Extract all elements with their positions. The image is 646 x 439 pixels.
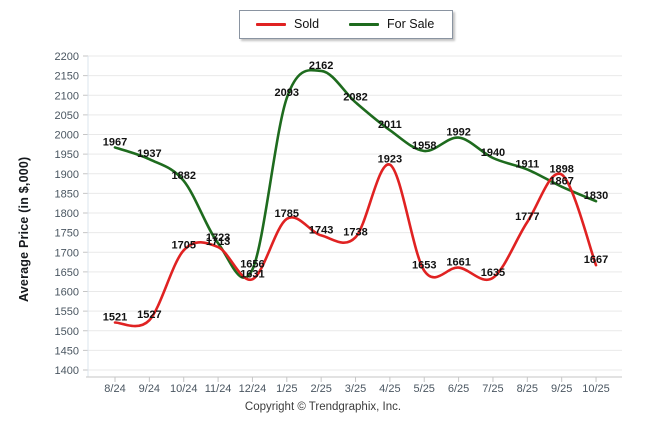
x-tick-label: 2/25 [310, 383, 331, 395]
y-tick-label: 2100 [55, 90, 79, 102]
y-tick-label: 2050 [55, 110, 79, 122]
x-tick-label: 1/25 [276, 383, 297, 395]
chart-legend: Sold For Sale [239, 10, 454, 39]
x-tick-label: 9/25 [551, 383, 572, 395]
sold-line [113, 163, 598, 328]
x-tick-label: 4/25 [379, 383, 400, 395]
x-tick-label: 6/25 [448, 383, 469, 395]
x-tick-label: 5/25 [414, 383, 435, 395]
sold-data-label: 1898 [549, 164, 573, 176]
for-sale-line-swatch [349, 22, 380, 26]
for-sale-data-label: 1967 [103, 136, 127, 148]
legend-item-for-sale: For Sale [349, 18, 434, 31]
for-sale-data-label: 2011 [378, 119, 402, 131]
sold-data-label: 1705 [171, 239, 195, 251]
sold-data-label: 1777 [515, 211, 539, 223]
sold-line-swatch [256, 22, 286, 26]
y-tick-label: 1950 [55, 149, 79, 161]
for-sale-data-label: 1940 [481, 147, 505, 159]
x-tick-label: 3/25 [345, 383, 366, 395]
legend-item-sold: Sold [256, 18, 319, 31]
sold-data-label: 1635 [481, 267, 505, 279]
x-tick-label: 9/24 [139, 383, 160, 395]
y-tick-label: 1750 [55, 228, 79, 240]
for-sale-data-label: 1958 [412, 140, 436, 152]
for-sale-data-label: 2093 [275, 87, 299, 99]
x-tick-label: 8/24 [104, 383, 125, 395]
x-tick-label: 12/24 [239, 383, 267, 395]
for-sale-data-label: 1911 [515, 158, 539, 170]
sold-data-label: 1653 [412, 260, 436, 272]
y-tick-label: 1550 [55, 306, 79, 318]
y-axis-title: Average Price (in $,000) [17, 156, 31, 302]
for-sale-line [113, 68, 598, 279]
for-sale-data-label: 1830 [584, 190, 608, 202]
y-tick-label: 1500 [55, 326, 79, 338]
for-sale-data-label: 1867 [549, 176, 573, 188]
for-sale-data-label: 2082 [343, 91, 367, 103]
sold-data-label: 1527 [137, 309, 161, 321]
for-sale-data-label: 1656 [240, 259, 264, 271]
sold-data-label: 1743 [309, 224, 333, 236]
for-sale-data-label: 1882 [171, 170, 195, 182]
y-tick-label: 2000 [55, 130, 79, 142]
y-tick-label: 2150 [55, 71, 79, 83]
sold-legend-label: Sold [294, 17, 320, 31]
sold-data-label: 1661 [446, 257, 470, 269]
sold-data-label: 1521 [103, 312, 127, 324]
y-tick-label: 1900 [55, 169, 79, 181]
y-tick-label: 1400 [55, 365, 79, 377]
x-tick-label: 10/24 [170, 383, 198, 395]
y-tick-label: 1800 [55, 208, 79, 220]
y-tick-label: 1850 [55, 188, 79, 200]
copyright-text: Copyright © Trendgraphix, Inc. [244, 401, 402, 413]
sold-data-label: 1631 [240, 268, 264, 280]
y-tick-label: 1650 [55, 267, 79, 279]
sold-data-label: 1785 [275, 208, 299, 220]
for-sale-data-label: 1992 [446, 127, 470, 139]
x-tick-label: 8/25 [517, 383, 538, 395]
for-sale-legend-label: For Sale [387, 17, 435, 31]
x-tick-label: 10/25 [582, 383, 610, 395]
x-tick-label: 7/25 [482, 383, 503, 395]
y-tick-label: 1700 [55, 247, 79, 259]
sold-data-label: 1738 [343, 226, 367, 238]
sold-data-label: 1713 [206, 236, 230, 248]
for-sale-data-label: 1723 [206, 232, 230, 244]
sold-data-label: 1667 [584, 254, 608, 266]
y-tick-label: 1600 [55, 287, 79, 299]
sold-data-label: 1923 [378, 154, 402, 166]
for-sale-data-label: 1937 [137, 148, 161, 160]
x-tick-label: 11/24 [205, 383, 232, 395]
y-tick-label: 2200 [55, 51, 79, 63]
for-sale-data-label: 2162 [309, 60, 333, 72]
y-tick-label: 1450 [55, 345, 79, 357]
